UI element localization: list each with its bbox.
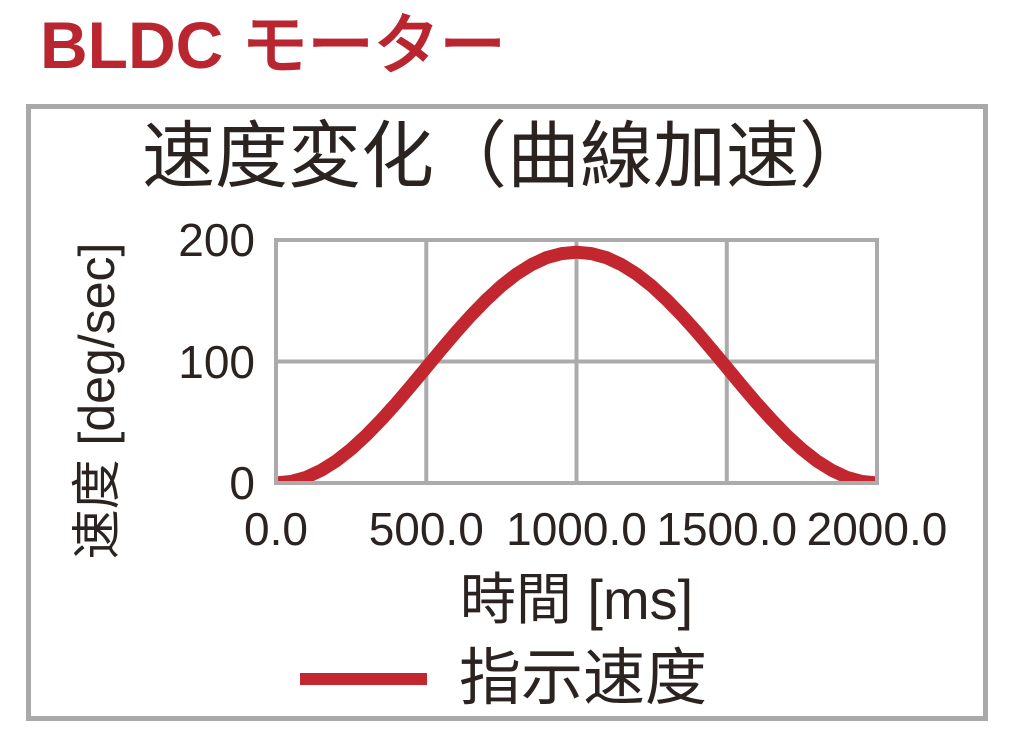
x-axis-label: 時間 [ms]	[459, 568, 694, 631]
commanded-speed-curve	[269, 245, 884, 490]
y-tick-label: 0	[229, 457, 255, 509]
legend-label: 指示速度	[459, 644, 708, 713]
plot-area	[269, 238, 884, 490]
x-tick-label: 2000.0	[806, 503, 948, 555]
y-tick-label: 200	[178, 214, 255, 266]
chart-card	[26, 104, 988, 721]
x-tick-label: 500.0	[368, 503, 484, 555]
legend: 指示速度	[300, 646, 707, 712]
speed-chart-svg	[269, 238, 884, 490]
legend-line-swatch	[300, 673, 427, 685]
page-title: BLDC モーター	[40, 8, 506, 82]
x-tick-label: 1000.0	[506, 503, 647, 555]
y-tick-label: 100	[178, 335, 255, 388]
plot-border	[274, 238, 879, 485]
chart-title: 速度変化（曲線加速）	[142, 116, 872, 197]
x-tick-label: 1500.0	[656, 503, 798, 555]
x-tick-label: 0.0	[244, 503, 308, 555]
